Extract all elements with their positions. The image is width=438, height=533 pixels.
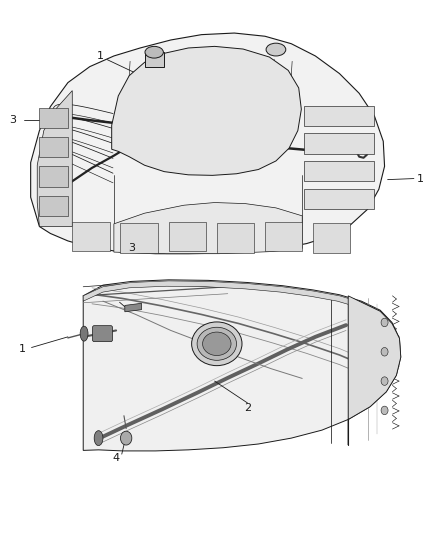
Text: 3: 3 <box>10 115 17 125</box>
Text: 1: 1 <box>97 51 104 61</box>
Polygon shape <box>125 303 141 312</box>
Circle shape <box>381 318 388 327</box>
Ellipse shape <box>197 327 237 360</box>
Text: 1: 1 <box>18 344 25 354</box>
Text: 4: 4 <box>113 454 120 463</box>
Ellipse shape <box>80 326 88 341</box>
Polygon shape <box>169 222 206 251</box>
Circle shape <box>381 377 388 385</box>
Polygon shape <box>217 223 254 253</box>
Polygon shape <box>39 137 68 157</box>
Ellipse shape <box>202 332 231 356</box>
Polygon shape <box>39 166 68 187</box>
Polygon shape <box>72 222 110 251</box>
Polygon shape <box>39 108 68 128</box>
Polygon shape <box>39 196 68 216</box>
Polygon shape <box>265 222 302 251</box>
Polygon shape <box>112 46 301 175</box>
Polygon shape <box>304 133 374 154</box>
Text: 2: 2 <box>244 403 251 413</box>
Ellipse shape <box>94 431 103 446</box>
Text: 3: 3 <box>128 243 135 253</box>
Polygon shape <box>83 280 401 451</box>
Circle shape <box>120 431 132 445</box>
Polygon shape <box>114 203 302 254</box>
Polygon shape <box>31 33 385 254</box>
Ellipse shape <box>192 322 242 366</box>
Polygon shape <box>37 91 72 227</box>
Polygon shape <box>83 281 392 329</box>
Ellipse shape <box>145 46 163 58</box>
Polygon shape <box>304 189 374 209</box>
Polygon shape <box>304 161 374 181</box>
Polygon shape <box>313 223 350 253</box>
FancyBboxPatch shape <box>92 326 113 342</box>
Circle shape <box>381 348 388 356</box>
Polygon shape <box>304 106 374 126</box>
Text: 1: 1 <box>417 174 424 183</box>
Polygon shape <box>145 52 164 67</box>
Polygon shape <box>120 223 158 253</box>
Ellipse shape <box>266 43 286 56</box>
Circle shape <box>381 406 388 415</box>
Polygon shape <box>348 296 401 445</box>
